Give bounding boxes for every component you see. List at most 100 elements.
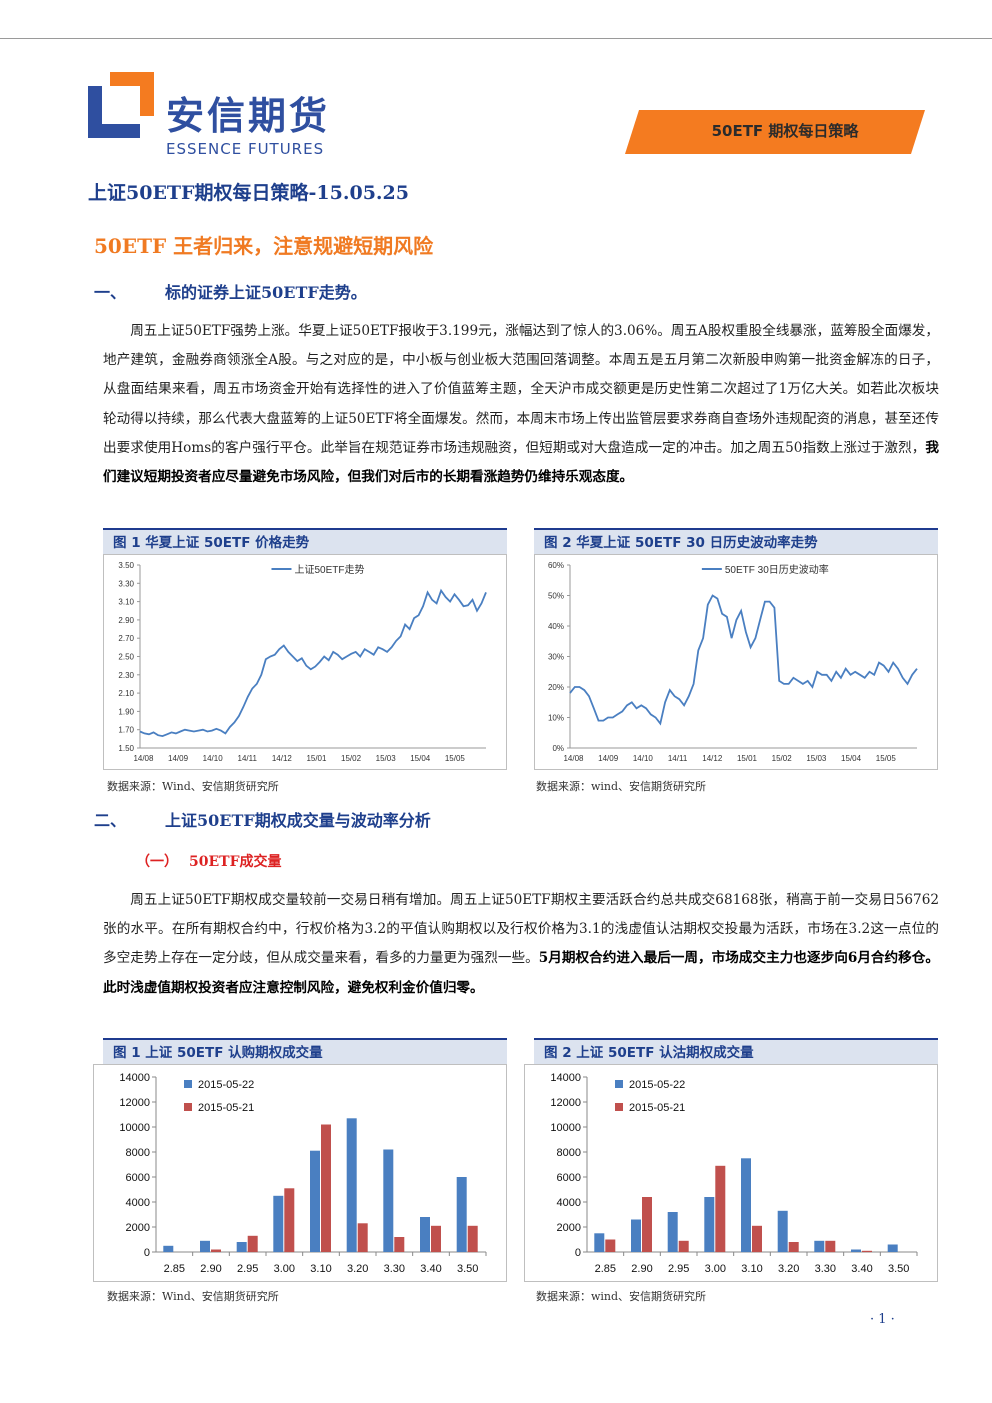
bar-2015-05-22: [273, 1195, 284, 1253]
x-tick-label: 15/03: [376, 754, 397, 763]
bar-2015-05-22: [851, 1249, 861, 1252]
y-tick-label: 2.10: [118, 689, 134, 698]
bar-2015-05-22: [594, 1233, 605, 1253]
section-1-paragraph: 周五上证50ETF强势上涨。华夏上证50ETF报收于3.199元，涨幅达到了惊人…: [103, 323, 939, 486]
fig4-svg: 0 2000 4000 6000 8000 10000 12000 14000 2.85 2.90…: [550, 1072, 918, 1275]
y-tick-label: 2.50: [118, 653, 134, 662]
x-tick-label: 3.40: [420, 1263, 441, 1275]
fig3-svg: 0 2000 4000 6000 8000 10000 12000 14000 2.85 2.90…: [119, 1072, 487, 1275]
bar-2015-05-21: [431, 1225, 441, 1253]
x-tick-label: 3.10: [310, 1263, 331, 1275]
x-tick-label: 2.90: [200, 1263, 221, 1275]
y-tick-label: 12000: [119, 1097, 150, 1109]
bar-2015-05-21: [715, 1165, 726, 1253]
bar-2015-05-21: [678, 1240, 689, 1253]
section-1-title: 标的证券上证50ETF走势。: [165, 283, 367, 302]
bar-2015-05-22: [777, 1210, 788, 1253]
bar-2015-05-22: [667, 1212, 678, 1252]
y-tick-label: 30%: [548, 653, 564, 662]
subsection-title: 50ETF成交量: [189, 854, 282, 870]
fig2-chart: 0% 10% 20% 30% 40% 50% 60% 14/08 14/09 14/10 14/11…: [534, 554, 938, 770]
x-tick-label: 14/09: [598, 754, 619, 763]
x-tick-label: 14/08: [563, 754, 584, 763]
x-tick-label: 14/12: [702, 754, 723, 763]
fig1-chart: 1.50 1.70 1.90 2.10 2.30 2.50 2.70 2.90 3.10 3.30…: [103, 554, 507, 770]
legend-label: 上证50ETF走势: [294, 563, 364, 576]
y-tick-label: 3.50: [118, 561, 134, 570]
bar-2015-05-22: [420, 1217, 430, 1252]
fig2-source: 数据来源：wind、安信期货研究所: [536, 780, 707, 793]
headline: 50ETF 王者归来，注意规避短期风险: [94, 234, 434, 258]
subsection-number: （一）: [136, 854, 178, 870]
y-tick-label: 6000: [126, 1172, 150, 1184]
bar-2015-05-21: [394, 1237, 405, 1252]
fig3-source: 数据来源：Wind、安信期货研究所: [107, 1290, 279, 1303]
x-tick-label: 15/03: [806, 754, 827, 763]
fig3-chart: 0 2000 4000 6000 8000 10000 12000 14000 2.85 2.90…: [93, 1064, 507, 1282]
page-number: · 1 ·: [870, 1312, 895, 1327]
x-tick-label: 14/10: [203, 754, 224, 763]
y-tick-label: 60%: [548, 561, 564, 570]
x-tick-label: 14/10: [633, 754, 654, 763]
bar-2015-05-21: [467, 1225, 478, 1253]
section-2-number: 二、: [94, 811, 127, 830]
y-tick-label: 1.50: [118, 744, 134, 753]
legend-swatch: [184, 1080, 192, 1088]
bar-2015-05-22: [200, 1240, 210, 1253]
logo-text-cn: 安信期货: [166, 94, 331, 138]
fig2-svg: 0% 10% 20% 30% 40% 50% 60% 14/08 14/09 14/10 14/11…: [548, 561, 918, 763]
y-tick-label: 3.10: [118, 598, 134, 607]
bar-2015-05-21: [605, 1239, 616, 1252]
y-tick-label: 0%: [552, 744, 564, 753]
bar-2015-05-22: [456, 1177, 467, 1252]
y-tick-label: 0: [575, 1247, 581, 1259]
bar-2015-05-21: [321, 1124, 331, 1252]
bar-2015-05-21: [825, 1240, 836, 1253]
fig4-source: 数据来源：wind、安信期货研究所: [536, 1290, 707, 1303]
bar-2015-05-22: [887, 1244, 898, 1252]
legend-label: 50ETF 30日历史波动率: [725, 563, 829, 576]
y-tick-label: 40%: [548, 622, 564, 631]
section-1-number: 一、: [94, 283, 127, 302]
series-line: [139, 588, 487, 738]
x-tick-label: 3.50: [457, 1263, 478, 1275]
x-tick-label: 3.20: [347, 1263, 368, 1275]
y-tick-label: 2.90: [118, 616, 134, 625]
banner-label: 50ETF 期权每日策略: [711, 122, 859, 140]
section-2-title: 上证50ETF期权成交量与波动率分析: [165, 811, 431, 830]
legend-label: 2015-05-22: [629, 1079, 685, 1091]
fig1-svg: 1.50 1.70 1.90 2.10 2.30 2.50 2.70 2.90 3.10 3.30…: [118, 561, 487, 763]
fig1-source: 数据来源：Wind、安信期货研究所: [107, 780, 279, 793]
fig4-heading: 图 2 上证 50ETF 认沽期权成交量: [534, 1038, 938, 1064]
logo-text-en: ESSENCE FUTURES: [166, 140, 325, 158]
bar-2015-05-22: [310, 1150, 320, 1252]
y-tick-label: 8000: [126, 1147, 150, 1159]
x-tick-label: 2.95: [237, 1263, 258, 1275]
bar-2015-05-22: [163, 1245, 174, 1253]
x-tick-label: 3.00: [705, 1263, 726, 1275]
x-tick-label: 15/04: [841, 754, 862, 763]
y-tick-label: 14000: [119, 1072, 150, 1084]
bar-2015-05-21: [284, 1188, 295, 1253]
bar-2015-05-22: [814, 1240, 825, 1253]
logo-icon: [88, 72, 154, 138]
x-tick-label: 14/12: [272, 754, 293, 763]
x-tick-label: 15/05: [445, 754, 466, 763]
bar-2015-05-21: [862, 1250, 872, 1253]
y-tick-label: 2.30: [118, 671, 134, 680]
x-tick-label: 3.10: [741, 1263, 762, 1275]
bar-2015-05-22: [741, 1158, 751, 1253]
y-tick-label: 10000: [119, 1122, 150, 1134]
series-line: [569, 594, 918, 726]
y-tick-label: 20%: [548, 683, 564, 692]
x-tick-label: 15/01: [306, 754, 327, 763]
y-tick-label: 4000: [126, 1197, 150, 1209]
fig2-heading: 图 2 华夏上证 50ETF 30 日历史波动率走势: [534, 528, 938, 554]
x-tick-label: 2.85: [164, 1263, 185, 1275]
y-tick-label: 3.30: [118, 579, 134, 588]
y-tick-label: 0: [144, 1247, 150, 1259]
y-tick-label: 2000: [126, 1222, 150, 1234]
x-tick-label: 3.00: [274, 1263, 295, 1275]
legend-label: 2015-05-21: [629, 1102, 685, 1114]
fig4-chart: 0 2000 4000 6000 8000 10000 12000 14000 2.85 2.90…: [524, 1064, 938, 1282]
